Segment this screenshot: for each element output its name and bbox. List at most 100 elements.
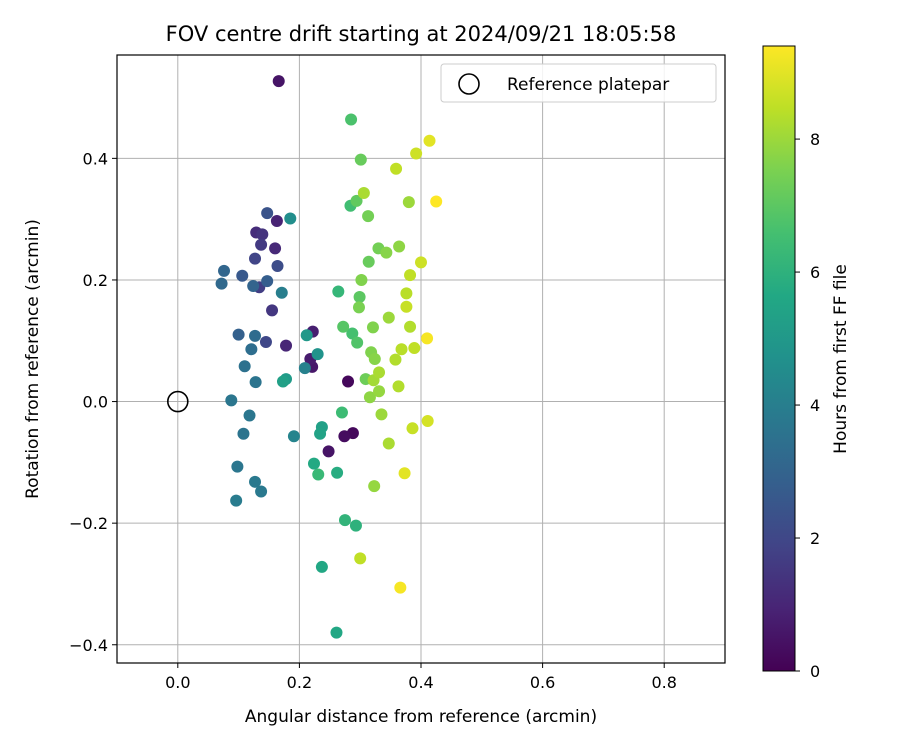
legend: Reference platepar [440, 63, 717, 103]
data-point [353, 290, 366, 303]
axis-ticks: 0.0 0.2 0.4 0.6 0.8 −0.4 −0.2 0.0 0.2 0.4 [69, 149, 677, 692]
data-point [314, 427, 327, 440]
data-point [332, 285, 345, 298]
data-point [232, 328, 245, 341]
data-point [298, 362, 311, 375]
data-point [400, 300, 413, 313]
data-point [230, 494, 243, 507]
data-point [408, 342, 421, 355]
data-point [284, 212, 297, 225]
legend-reference-marker [458, 73, 480, 95]
data-point [266, 304, 279, 317]
data-point [249, 329, 262, 342]
data-point [373, 366, 386, 379]
data-point [342, 375, 355, 388]
y-tick-label: −0.2 [69, 514, 108, 533]
data-point [349, 519, 362, 532]
data-point [215, 277, 228, 290]
reference-point-marker [167, 390, 189, 413]
y-axis-label: Rotation from reference (arcmin) [23, 219, 43, 499]
data-point [345, 113, 358, 126]
data-point [398, 467, 411, 480]
data-point [404, 320, 417, 333]
data-point [430, 195, 443, 208]
data-point [247, 280, 260, 293]
data-point [368, 353, 381, 365]
x-tick-label: 0.6 [530, 673, 555, 692]
data-point [256, 228, 269, 241]
colorbar-gradient [762, 45, 796, 672]
colorbar: 0 2 4 6 8 Hours from first FF file [762, 45, 851, 681]
data-point [339, 514, 351, 527]
data-point [272, 75, 285, 88]
data-point [271, 259, 284, 272]
data-point [351, 336, 364, 349]
colorbar-tick-label: 2 [810, 529, 820, 548]
data-point [337, 320, 350, 333]
data-point [406, 422, 419, 435]
data-point [261, 275, 274, 288]
data-point [276, 375, 289, 388]
data-point [231, 460, 244, 473]
data-point [237, 427, 250, 440]
data-point [404, 269, 417, 282]
data-point [315, 560, 328, 573]
data-point [300, 329, 313, 342]
data-point [311, 348, 324, 361]
data-point [380, 246, 393, 259]
data-point [312, 468, 325, 481]
data-point [373, 385, 386, 398]
colorbar-ticks: 0 2 4 6 8 [795, 130, 820, 681]
data-point [423, 134, 436, 147]
data-point [421, 415, 434, 428]
data-point [362, 255, 375, 268]
colorbar-label: Hours from first FF file [831, 264, 851, 454]
data-point [382, 311, 395, 324]
data-point [415, 256, 427, 269]
x-tick-label: 0.0 [165, 673, 190, 692]
data-point [363, 391, 376, 404]
data-point [395, 343, 408, 356]
data-point [368, 480, 381, 493]
data-point [269, 242, 282, 255]
data-point [394, 581, 407, 594]
x-tick-label: 0.4 [408, 673, 433, 692]
data-point [366, 321, 379, 334]
data-point [392, 380, 405, 393]
data-point [402, 196, 415, 209]
colorbar-tick-label: 8 [810, 130, 820, 149]
data-point [389, 353, 402, 366]
data-point [410, 147, 423, 160]
x-tick-label: 0.8 [651, 673, 676, 692]
legend-label: Reference platepar [507, 75, 669, 95]
data-point [236, 269, 249, 282]
data-points [167, 75, 443, 639]
data-point [375, 408, 388, 421]
data-point [255, 238, 268, 251]
data-point [261, 207, 274, 220]
data-point [390, 162, 403, 175]
data-point [338, 430, 351, 443]
data-point [357, 187, 370, 200]
data-point [350, 194, 363, 207]
data-point [255, 485, 268, 498]
grid [117, 55, 725, 663]
data-point [218, 264, 231, 277]
y-tick-label: 0.4 [83, 149, 108, 168]
data-point [335, 406, 348, 419]
data-point [270, 214, 283, 227]
data-point [225, 394, 238, 407]
y-tick-label: −0.4 [69, 636, 108, 655]
data-point [322, 445, 335, 458]
legend-box [440, 63, 717, 103]
data-point [362, 210, 375, 223]
data-point [331, 466, 344, 479]
data-point [307, 457, 320, 470]
data-point [238, 360, 251, 373]
data-point [249, 475, 262, 488]
data-point [400, 287, 413, 300]
y-tick-label: 0.0 [83, 393, 108, 412]
data-point [421, 332, 434, 345]
data-point [243, 409, 256, 422]
data-point [280, 339, 293, 352]
